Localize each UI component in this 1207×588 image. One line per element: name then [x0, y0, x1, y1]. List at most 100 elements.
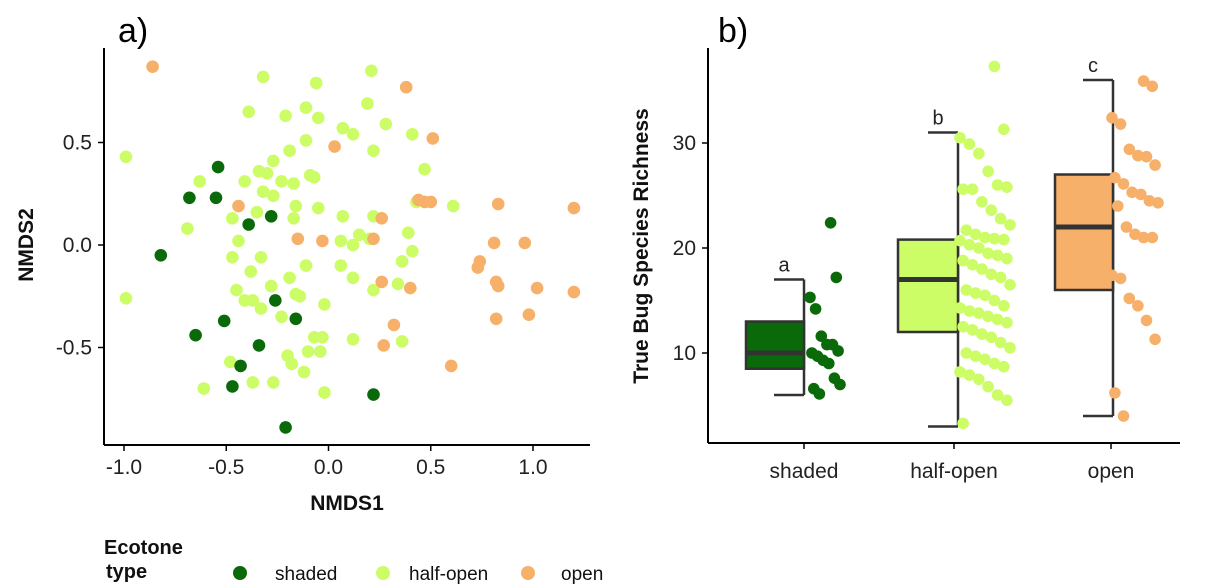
point-half-open — [197, 382, 211, 395]
point-shaded — [809, 303, 822, 315]
point-open — [316, 234, 329, 248]
sig-letter-shaded: a — [778, 255, 790, 277]
point-open — [487, 236, 501, 250]
point-half-open — [299, 101, 313, 114]
point-half-open — [232, 234, 245, 248]
point-open — [489, 312, 503, 326]
point-open — [518, 236, 532, 250]
point-half-open — [314, 345, 327, 358]
legend-label-shaded: shaded — [275, 564, 337, 585]
point-half-open — [973, 242, 985, 254]
point-shaded — [804, 291, 816, 304]
point-half-open — [960, 224, 973, 236]
point-half-open — [299, 259, 313, 272]
point-open — [1137, 75, 1150, 87]
y-axis-title-b: True Bug Species Richness — [630, 108, 653, 383]
point-open — [1109, 387, 1121, 399]
point-half-open — [988, 294, 1001, 307]
point-shaded — [289, 312, 303, 326]
point-half-open — [957, 183, 969, 195]
point-shaded — [242, 218, 255, 231]
point-half-open — [309, 76, 323, 90]
point-half-open — [256, 70, 270, 84]
panel-b-label: b) — [718, 12, 748, 50]
point-half-open — [260, 167, 274, 180]
point-shaded — [815, 330, 828, 343]
point-open — [399, 80, 413, 94]
point-half-open — [982, 310, 994, 323]
point-half-open — [982, 247, 994, 260]
point-half-open — [969, 228, 982, 241]
point-shaded — [154, 249, 168, 262]
point-half-open — [994, 212, 1007, 225]
point-half-open — [982, 380, 994, 393]
point-open — [367, 232, 380, 246]
point-open — [1132, 300, 1144, 312]
point-shaded — [183, 191, 196, 205]
point-open — [1106, 112, 1118, 124]
point-open — [491, 197, 505, 211]
point-half-open — [119, 150, 133, 164]
box-open — [1053, 173, 1115, 292]
point-open — [1149, 333, 1161, 346]
point-half-open — [988, 60, 1001, 73]
point-open — [522, 308, 536, 322]
point-half-open — [998, 123, 1010, 136]
point-open — [146, 60, 159, 73]
point-open — [232, 199, 245, 213]
point-half-open — [279, 109, 292, 123]
legend-swatch-open — [521, 566, 535, 580]
point-open — [444, 359, 458, 373]
point-half-open — [969, 350, 982, 363]
point-half-open — [960, 284, 973, 296]
point-half-open — [379, 117, 393, 131]
point-half-open — [991, 249, 1004, 262]
point-half-open — [1001, 316, 1013, 329]
point-half-open — [998, 233, 1010, 246]
point-open — [491, 279, 505, 293]
panel-a-label: a) — [118, 12, 148, 50]
point-open — [1146, 80, 1159, 93]
point-half-open — [346, 128, 360, 141]
y-tick-label-b: 10 — [673, 342, 696, 365]
y-axis-title-a: NMDS2 — [15, 208, 38, 282]
point-half-open — [275, 175, 288, 188]
point-open — [1152, 197, 1164, 209]
point-shaded — [226, 380, 239, 393]
point-half-open — [230, 283, 243, 297]
point-shaded — [189, 328, 202, 342]
y-tick-label-b: 30 — [673, 132, 696, 155]
y-tick-label-a: 0.0 — [63, 234, 92, 257]
point-half-open — [998, 360, 1010, 373]
x-tick-label-b: shaded — [770, 460, 839, 483]
point-half-open — [954, 366, 966, 378]
point-half-open — [985, 331, 998, 344]
point-half-open — [963, 305, 976, 317]
x-tick-label-b: half-open — [910, 460, 998, 483]
x-tick-label-a: -1.0 — [106, 456, 142, 479]
point-open — [1109, 171, 1121, 184]
point-half-open — [954, 132, 966, 144]
point-open — [328, 140, 341, 153]
point-shaded — [367, 388, 380, 401]
box-shaded — [744, 320, 806, 370]
point-half-open — [963, 138, 976, 150]
point-shaded — [834, 378, 846, 391]
sig-letter-half-open: b — [932, 108, 943, 130]
point-open — [1123, 292, 1136, 305]
point-open — [387, 318, 401, 332]
point-half-open — [994, 336, 1007, 349]
point-half-open — [250, 205, 264, 219]
point-open — [404, 281, 417, 295]
point-half-open — [336, 210, 350, 223]
point-half-open — [367, 144, 380, 157]
point-half-open — [318, 298, 331, 311]
point-half-open — [998, 300, 1010, 312]
y-tick-label-b: 20 — [673, 237, 696, 260]
point-shaded — [264, 210, 278, 223]
point-half-open — [334, 259, 348, 272]
point-shaded — [824, 217, 837, 229]
point-half-open — [446, 199, 460, 213]
point-half-open — [226, 212, 239, 225]
